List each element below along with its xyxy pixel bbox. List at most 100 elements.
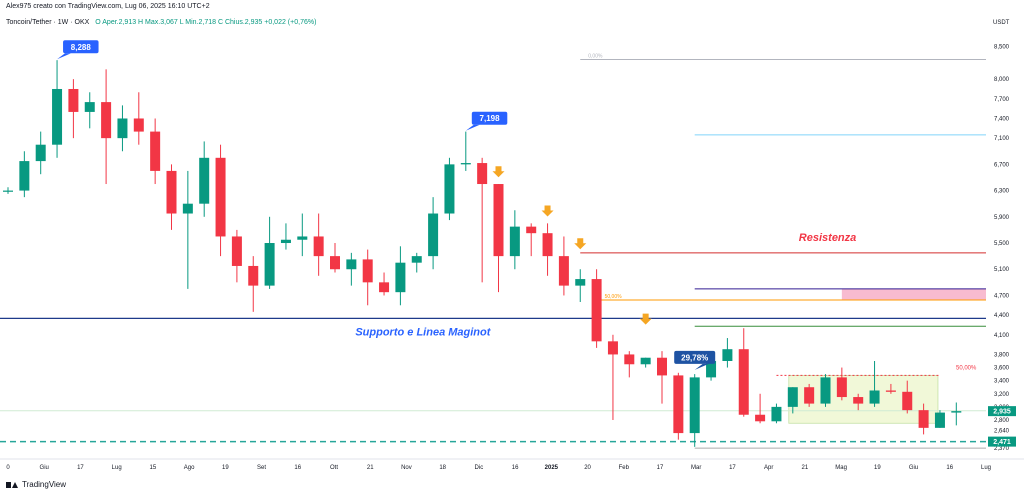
- candle-body[interactable]: [84, 102, 95, 112]
- x-tick-label: 16: [294, 465, 301, 471]
- symbol-name[interactable]: Toncoin/Tether: [6, 19, 52, 26]
- candle-body[interactable]: [19, 161, 30, 191]
- candle-body[interactable]: [477, 163, 488, 185]
- candle-body[interactable]: [885, 390, 896, 392]
- x-tick-label: 20: [584, 465, 591, 471]
- candle-body[interactable]: [738, 349, 749, 415]
- candle-body[interactable]: [706, 360, 717, 378]
- y-tick-label: 2,800: [994, 418, 1010, 424]
- interval-label[interactable]: 1W: [57, 19, 69, 26]
- candle-body[interactable]: [264, 243, 275, 286]
- candle-body[interactable]: [313, 236, 324, 257]
- candle-body[interactable]: [297, 236, 308, 240]
- x-tick-label: Giu: [40, 465, 49, 471]
- candle-body[interactable]: [918, 410, 929, 428]
- candle-body[interactable]: [673, 375, 684, 434]
- candle-body[interactable]: [902, 391, 913, 411]
- x-tick-label: Lug: [981, 465, 991, 471]
- candle-body[interactable]: [444, 164, 455, 214]
- candle-body[interactable]: [117, 118, 128, 139]
- candle-body[interactable]: [591, 279, 602, 342]
- callout-box: [63, 40, 99, 54]
- candle-body[interactable]: [804, 387, 815, 404]
- y-tick-label: 5,500: [994, 241, 1010, 247]
- candle-body[interactable]: [395, 262, 406, 293]
- footer-brand: TradingView: [6, 480, 66, 489]
- x-tick-label: 2025: [545, 465, 559, 471]
- y-tick-label: 5,900: [994, 215, 1010, 221]
- x-tick-label: 18: [439, 465, 446, 471]
- candle-body[interactable]: [689, 377, 700, 434]
- candle-body[interactable]: [133, 118, 144, 132]
- resistance-label: Resistenza: [799, 232, 856, 244]
- x-tick-label: Nov: [401, 465, 412, 471]
- y-tick-label: 4,100: [994, 333, 1010, 339]
- candle-body[interactable]: [951, 411, 962, 413]
- x-tick-label: 17: [729, 465, 736, 471]
- candle-body[interactable]: [934, 412, 945, 428]
- candle-body[interactable]: [379, 282, 390, 293]
- y-tick-label: 3,600: [994, 366, 1010, 372]
- candle-body[interactable]: [657, 357, 667, 376]
- candle-body[interactable]: [231, 236, 242, 266]
- candle-body[interactable]: [362, 259, 373, 283]
- candle-body[interactable]: [166, 170, 177, 214]
- x-tick-label: Ago: [184, 465, 195, 471]
- y-tick-label: 6,300: [994, 189, 1010, 195]
- candle-body[interactable]: [526, 226, 537, 234]
- symbol-info: Toncoin/Tether · 1W · OKX O Aper.2,913 H…: [6, 19, 317, 26]
- candle-body[interactable]: [411, 256, 422, 263]
- x-tick-label: 19: [222, 465, 229, 471]
- candle-body[interactable]: [101, 102, 112, 139]
- y-tick-label: 2,370: [994, 446, 1010, 452]
- candle-body[interactable]: [820, 377, 831, 404]
- y-tick-label: 4,700: [994, 293, 1010, 299]
- candle-body[interactable]: [787, 387, 798, 407]
- x-tick-label: Mar: [691, 465, 701, 471]
- callout-text: 29,78%: [681, 353, 708, 362]
- candle-body[interactable]: [3, 190, 13, 192]
- candle-body[interactable]: [460, 163, 471, 165]
- candle-body[interactable]: [869, 390, 880, 404]
- candle-body[interactable]: [493, 184, 504, 257]
- x-tick-label: 17: [657, 465, 664, 471]
- supply-zone: [841, 288, 986, 301]
- level-label: 50,00%: [605, 294, 623, 300]
- candle-body[interactable]: [853, 397, 864, 404]
- price-label-box: [988, 406, 1016, 417]
- candle-body[interactable]: [755, 414, 766, 422]
- candle-body[interactable]: [215, 157, 226, 237]
- y-tick-label: 4,400: [994, 313, 1010, 319]
- candle-body[interactable]: [280, 239, 291, 244]
- y-tick-label: 8,000: [994, 77, 1010, 83]
- candle-body[interactable]: [199, 157, 210, 204]
- candle-body[interactable]: [330, 256, 340, 270]
- x-tick-label: Lug: [112, 465, 122, 471]
- callout-text: 7,198: [480, 114, 501, 123]
- candle-body[interactable]: [346, 259, 357, 270]
- candle-body[interactable]: [52, 88, 63, 145]
- candle-body[interactable]: [624, 354, 635, 365]
- candle-body[interactable]: [558, 256, 569, 286]
- down-arrow-icon: [639, 313, 652, 325]
- candle-body[interactable]: [428, 213, 439, 257]
- candle-body[interactable]: [35, 144, 46, 162]
- candle-body[interactable]: [771, 406, 782, 422]
- down-arrow-icon: [574, 238, 587, 250]
- candle-body[interactable]: [542, 233, 553, 257]
- candle-body[interactable]: [722, 349, 733, 361]
- price-label-text: 2,935: [993, 409, 1011, 416]
- candle-body[interactable]: [150, 131, 161, 171]
- candle-body[interactable]: [836, 377, 847, 398]
- exchange-label: OKX: [74, 19, 90, 26]
- candle-body[interactable]: [575, 279, 586, 286]
- candle-body[interactable]: [248, 265, 259, 286]
- candle-body[interactable]: [640, 357, 651, 365]
- y-tick-label: 7,100: [994, 136, 1010, 142]
- candle-body[interactable]: [509, 226, 520, 257]
- candle-body[interactable]: [68, 88, 79, 112]
- candle-body[interactable]: [182, 203, 193, 214]
- y-tick-label: 7,700: [994, 97, 1010, 103]
- candle-body[interactable]: [607, 341, 618, 355]
